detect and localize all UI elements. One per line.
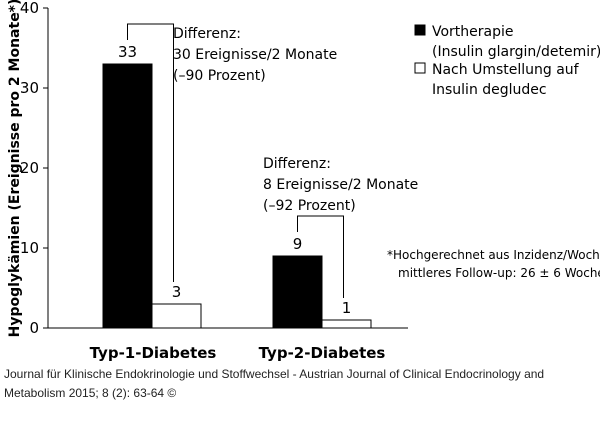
difference-annotation: Differenz: — [173, 26, 241, 42]
y-tick-label: 10 — [20, 239, 39, 257]
bar-value-label: 9 — [293, 235, 303, 253]
x-category-label: Typ-2-Diabetes — [259, 344, 386, 362]
difference-annotation: (–90 Prozent) — [173, 68, 266, 84]
footnote: mittleres Follow-up: 26 ± 6 Wochen — [398, 266, 600, 280]
legend-label: Nach Umstellung auf — [432, 62, 580, 78]
bar-value-label: 33 — [118, 43, 137, 61]
difference-annotation: Differenz: — [263, 156, 331, 172]
y-tick-label: 30 — [20, 79, 39, 97]
legend-swatch — [414, 62, 426, 74]
difference-annotation: (–92 Prozent) — [263, 198, 356, 214]
legend-label: Insulin degludec — [432, 82, 547, 98]
bar-vortherapie — [272, 255, 323, 329]
legend-label: Vortherapie — [432, 24, 514, 40]
bar-degludec — [321, 319, 372, 329]
difference-annotation: 30 Ereignisse/2 Monate — [173, 47, 337, 63]
source-citation-line-2: Metabolism 2015; 8 (2): 63-64 © — [4, 386, 176, 400]
legend-swatch — [414, 24, 426, 36]
difference-bracket — [127, 23, 174, 282]
footnote: *Hochgerechnet aus Inzidenz/Woche; — [387, 248, 600, 262]
y-tick-label: 40 — [20, 0, 39, 17]
y-tick-label: 0 — [29, 319, 39, 337]
bar-degludec — [151, 303, 202, 329]
x-category-label: Typ-1-Diabetes — [90, 344, 217, 362]
difference-bracket — [297, 215, 344, 298]
legend-label: (Insulin glargin/detemir) — [432, 44, 600, 60]
y-tick-label: 20 — [20, 159, 39, 177]
source-citation-line-1: Journal für Klinische Endokrinologie und… — [4, 367, 544, 381]
bar-value-label: 1 — [342, 299, 352, 317]
y-axis-label: Hypoglykämien (Ereignisse pro 2 Monate*) — [7, 0, 23, 337]
bar-value-label: 3 — [172, 283, 182, 301]
difference-annotation: 8 Ereignisse/2 Monate — [263, 177, 418, 193]
bar-vortherapie — [102, 63, 153, 329]
